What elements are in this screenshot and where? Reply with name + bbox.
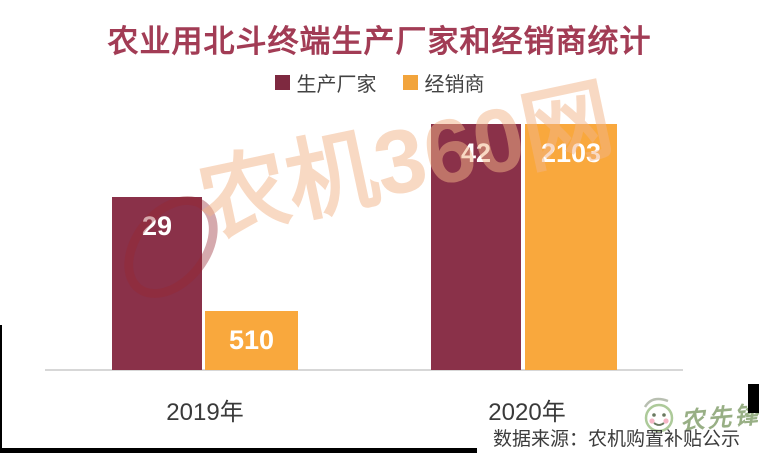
legend-swatch-dealers [402, 75, 418, 90]
x-axis-line [45, 369, 683, 371]
legend-item-manufacturers: 生产厂家 [274, 68, 377, 97]
crop-artifact-left-line [0, 325, 2, 453]
legend-label-manufacturers: 生产厂家 [296, 74, 377, 96]
chart-title: 农业用北斗终端生产厂家和经销商统计 [107, 24, 652, 59]
x-label-2020: 2020年 [488, 399, 566, 426]
bar-manufacturers-2019: 29 [112, 197, 202, 370]
legend-swatch-manufacturers [274, 75, 290, 90]
legend-label-dealers: 经销商 [424, 74, 485, 96]
crop-artifact-bottom-bar [0, 448, 477, 453]
legend-item-dealers: 经销商 [402, 68, 485, 97]
bar-dealers-2020: 2103 [525, 124, 617, 370]
legend: 生产厂家 经销商 [0, 68, 759, 97]
crop-artifact-right-rect [748, 384, 759, 413]
smiley-face-icon [643, 397, 674, 433]
bar-value-label: 29 [141, 211, 173, 241]
site-logo: 农先锋 [640, 394, 759, 436]
bar-value-label: 2103 [540, 138, 602, 168]
bar-value-label: 510 [228, 325, 275, 355]
x-label-2019: 2019年 [166, 399, 244, 426]
bar-value-label: 42 [460, 138, 492, 168]
bar-manufacturers-2020: 42 [431, 124, 521, 370]
data-source-text: 数据来源：农机购置补贴公示 [492, 429, 740, 450]
bar-dealers-2019: 510 [205, 311, 298, 370]
